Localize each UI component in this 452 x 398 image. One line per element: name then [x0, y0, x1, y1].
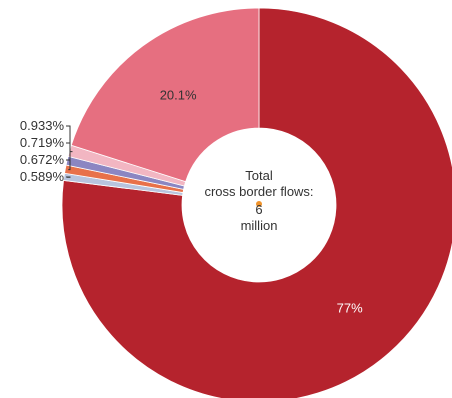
slice-5 — [70, 7, 260, 183]
leader-line-4 — [66, 125, 73, 153]
slice-label-2: 0.672% — [20, 152, 65, 167]
center-marker — [256, 201, 262, 207]
leader-lines — [66, 125, 73, 178]
donut-center: Total cross border flows: 6 million — [204, 168, 313, 233]
slice-0 — [61, 7, 452, 398]
slice-label-4: 0.933% — [20, 118, 65, 133]
slice-label-3: 0.719% — [20, 135, 65, 150]
slice-label-0: 77% — [337, 301, 363, 316]
center-line-value: 6 — [255, 202, 262, 217]
center-line-flows: cross border flows: — [204, 184, 313, 199]
slice-label-1: 0.589% — [20, 169, 65, 184]
slice-label-5: 20.1% — [160, 87, 197, 102]
leader-line-2 — [66, 159, 71, 171]
center-line-unit: million — [241, 218, 278, 233]
center-line-total: Total — [245, 168, 273, 183]
leader-line-3 — [66, 142, 71, 162]
slice-labels: 77% 0.589% 0.672% 0.719% 0.933% 20.1% — [20, 87, 363, 315]
donut-slices — [61, 7, 452, 398]
